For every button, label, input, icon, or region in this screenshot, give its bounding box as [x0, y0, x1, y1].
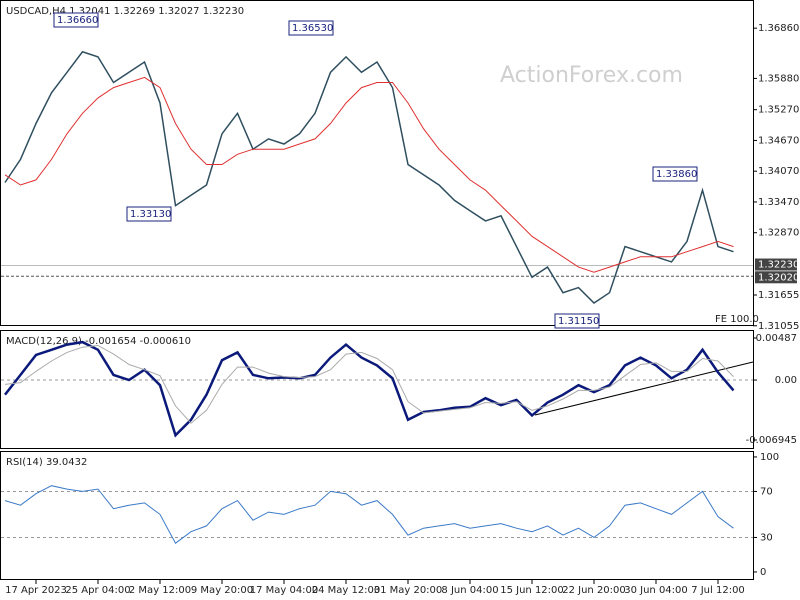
x-tick-label: 7 Jul 12:00	[691, 585, 745, 596]
x-tick-label: 31 May 20:00	[374, 585, 443, 596]
y-tick-label: -0.006945	[746, 435, 797, 446]
annotation-box	[554, 313, 600, 329]
annotation: 1.36660	[57, 15, 98, 26]
y-tick-label: 1.35880	[758, 73, 799, 84]
y-tick-label: 0.00487	[756, 333, 797, 344]
y-tick-label: 1.31055	[758, 321, 799, 332]
annotation: 1.36530	[292, 23, 333, 34]
series-line	[4, 50, 734, 304]
x-tick-label: 30 Jun 04:00	[624, 585, 688, 596]
annotation-box	[652, 166, 698, 182]
series-line	[4, 340, 735, 438]
price-marker-box	[755, 258, 797, 271]
y-tick-label: 1.34070	[758, 166, 799, 177]
annotation: 1.33860	[656, 169, 697, 180]
x-tick-label: 8 Jun 04:00	[441, 585, 498, 596]
x-tick-label: 15 Jun 12:00	[500, 585, 564, 596]
x-tick-label: 17 Apr 2023	[5, 585, 67, 596]
y-tick-label: 1.35270	[758, 105, 799, 116]
annotation-box	[53, 12, 99, 28]
panel-title: USDCAD,H4 1.32041 1.32269 1.32027 1.3223…	[6, 6, 244, 17]
x-tick-label: 22 Jun 20:00	[562, 585, 626, 596]
watermark: ActionForex.com	[500, 63, 683, 88]
x-tick-label: 24 May 12:00	[312, 585, 381, 596]
x-tick-label: 9 May 20:00	[191, 585, 253, 596]
y-tick-label: 30	[760, 532, 773, 543]
x-tick-label: 2 May 12:00	[129, 585, 191, 596]
annotation: 1.31150	[558, 316, 599, 327]
y-tick-label: 1.33470	[758, 197, 799, 208]
trend-line	[534, 361, 754, 416]
y-tick-label: 1.34670	[758, 135, 799, 146]
panel-title: RSI(14) 39.0432	[6, 457, 87, 468]
annotation: 1.33130	[130, 209, 171, 220]
rsi-frame	[0, 451, 754, 580]
series-line	[4, 344, 734, 424]
macd-frame	[0, 330, 754, 449]
y-tick-label: 0	[760, 567, 766, 578]
series-line	[4, 485, 734, 544]
price-marker-label: 1.32230	[758, 260, 799, 271]
x-tick-label: 17 May 04:00	[250, 585, 319, 596]
price-marker-label: 1.32020	[758, 272, 799, 283]
panel-title: MACD(12,26,9) -0.001654 -0.000610	[6, 336, 191, 347]
annotation-box	[288, 20, 334, 36]
x-tick-label: 25 Apr 04:00	[65, 585, 130, 596]
y-tick-label: 1.36860	[758, 23, 799, 34]
fe-label: FE 100.0	[715, 314, 759, 325]
series-line	[4, 76, 734, 273]
y-tick-label: 70	[760, 486, 773, 497]
annotation-box	[126, 206, 172, 222]
y-tick-label: 1.31655	[758, 290, 799, 301]
y-tick-label: 1.32870	[758, 228, 799, 239]
y-tick-label: 100	[760, 452, 779, 463]
price-frame	[0, 0, 754, 326]
price-marker-box	[755, 271, 797, 284]
y-tick-label: 0.00	[775, 375, 797, 386]
